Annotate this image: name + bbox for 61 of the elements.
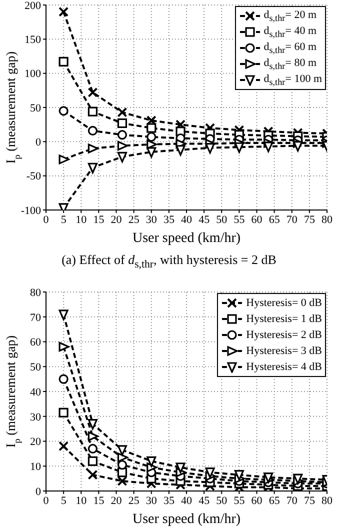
x-tick-label: 20 bbox=[110, 214, 122, 226]
y-tick-label: 60 bbox=[30, 336, 42, 348]
x-tick-label: 80 bbox=[322, 214, 333, 226]
x-tick-label: 45 bbox=[198, 214, 210, 226]
y-tick-label: 20 bbox=[30, 436, 42, 448]
text: (a) Effect of d$_{s,thr}$, with hysteresis = 2 dB bbox=[60, 252, 278, 271]
legend-label: Hysteresis= 3 dB bbox=[246, 344, 322, 357]
x-tick-label: 15 bbox=[93, 214, 105, 226]
y-tick-label: 10 bbox=[30, 460, 42, 473]
legend-label: Hysteresis= 4 dB bbox=[246, 360, 322, 373]
x-tick-label: 60 bbox=[251, 494, 263, 506]
legend-label: Hysteresis= 1 dB bbox=[246, 312, 322, 325]
x-tick-label: 50 bbox=[216, 494, 228, 506]
x-tick-label: 30 bbox=[146, 214, 158, 226]
x-tick-label: 25 bbox=[128, 494, 140, 506]
y-tick-label: 50 bbox=[30, 361, 42, 374]
legend-label: d$_{s,thr}$= 20 m bbox=[264, 8, 316, 24]
y-tick-label: -100 bbox=[20, 204, 42, 217]
y-tick-label: 50 bbox=[30, 102, 42, 114]
x-tick-label: 60 bbox=[251, 214, 263, 226]
x-tick-label: 35 bbox=[163, 494, 175, 506]
x-tick-label: 40 bbox=[181, 494, 192, 506]
x-tick-label: 35 bbox=[163, 214, 175, 226]
y-tick-label: 0 bbox=[36, 136, 42, 149]
y-tick-label: -50 bbox=[26, 170, 42, 183]
x-tick-label: 75 bbox=[304, 494, 316, 506]
y-tick-label: 30 bbox=[30, 410, 42, 423]
x-tick-label: 70 bbox=[286, 214, 298, 226]
x-tick-label: 10 bbox=[76, 214, 88, 226]
y-tick-label: 100 bbox=[24, 68, 42, 80]
legend-label: d$_{s,thr}$= 100 m bbox=[264, 72, 322, 88]
x-tick-label: 45 bbox=[198, 494, 210, 506]
y-tick-label: 150 bbox=[24, 34, 42, 46]
x-tick-label: 70 bbox=[286, 494, 298, 506]
x-tick-label: 40 bbox=[181, 214, 192, 226]
x-axis-title: User speed (km/hr) bbox=[132, 231, 241, 246]
y-tick-label: 0 bbox=[36, 486, 42, 498]
x-tick-label: 25 bbox=[128, 214, 140, 226]
x-tick-label: 20 bbox=[110, 494, 122, 506]
y-tick-label: 200 bbox=[24, 0, 42, 12]
x-tick-label: 5 bbox=[60, 214, 67, 226]
x-tick-label: 10 bbox=[76, 494, 88, 506]
x-tick-label: 65 bbox=[268, 494, 280, 506]
y-tick-label: 80 bbox=[30, 286, 42, 298]
x-tick-label: 75 bbox=[304, 214, 316, 226]
y-tick-label: 40 bbox=[30, 386, 42, 398]
legend-label: d$_{s,thr}$= 60 m bbox=[264, 40, 316, 56]
x-axis-title: User speed (km/hr) bbox=[132, 512, 241, 527]
legend-label: Hysteresis= 2 dB bbox=[246, 328, 322, 341]
x-tick-label: 50 bbox=[216, 214, 228, 226]
legend-label: Hysteresis= 0 dB bbox=[246, 296, 322, 309]
y-tick-label: 70 bbox=[30, 311, 42, 324]
legend-label: d$_{s,thr}$= 80 m bbox=[264, 56, 316, 72]
x-tick-label: 30 bbox=[146, 494, 158, 506]
x-tick-label: 15 bbox=[93, 494, 105, 506]
x-tick-label: 55 bbox=[234, 214, 246, 226]
x-tick-label: 55 bbox=[234, 494, 246, 506]
x-tick-label: 5 bbox=[60, 494, 67, 506]
x-tick-label: 65 bbox=[268, 214, 280, 226]
x-tick-label: 80 bbox=[322, 494, 333, 506]
legend-label: d$_{s,thr}$= 40 m bbox=[264, 24, 316, 40]
